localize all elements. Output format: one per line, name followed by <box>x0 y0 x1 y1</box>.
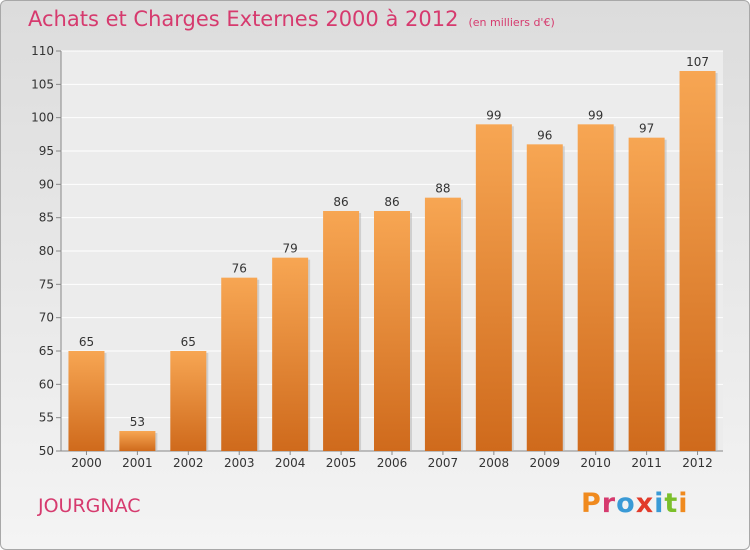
bar-2002 <box>170 351 207 451</box>
value-label: 86 <box>384 195 399 209</box>
bar-2003 <box>221 277 258 451</box>
bar-2006 <box>374 211 410 451</box>
logo-letter: t <box>664 488 679 519</box>
value-label: 99 <box>486 108 501 122</box>
y-tick-label: 80 <box>39 244 54 258</box>
bar-2008 <box>475 124 512 451</box>
bar-2005 <box>323 211 360 451</box>
x-tick-label: 2007 <box>428 456 459 470</box>
x-tick-label: 2012 <box>682 456 713 470</box>
x-tick-label: 2006 <box>377 456 408 470</box>
value-label: 107 <box>686 55 709 69</box>
logo-letter: r <box>601 488 617 519</box>
y-tick-label: 70 <box>39 311 54 325</box>
y-tick-label: 50 <box>39 444 54 458</box>
y-tick-label: 105 <box>31 77 54 91</box>
bar-2011 <box>628 137 665 451</box>
x-tick-label: 2010 <box>580 456 611 470</box>
chart-title-main: Achats et Charges Externes 2000 à 2012 <box>28 7 459 31</box>
y-tick-label: 85 <box>39 211 54 225</box>
value-label: 76 <box>232 262 247 276</box>
chart-title: Achats et Charges Externes 2000 à 2012 (e… <box>28 7 555 31</box>
logo-letter: x <box>635 488 655 519</box>
logo-letter: i <box>654 488 665 519</box>
proxiti-logo: Proxiti <box>581 488 689 519</box>
logo-letter: P <box>581 488 602 519</box>
x-tick-label: 2001 <box>122 456 153 470</box>
bar-2010 <box>577 124 614 451</box>
value-label: 53 <box>130 415 145 429</box>
x-tick-label: 2004 <box>275 456 306 470</box>
value-label: 96 <box>537 128 552 142</box>
x-tick-label: 2002 <box>173 456 204 470</box>
value-label: 65 <box>181 335 196 349</box>
logo-letter: i <box>678 488 689 519</box>
value-label: 99 <box>588 108 603 122</box>
y-tick-label: 100 <box>31 111 54 125</box>
x-tick-label: 2000 <box>71 456 102 470</box>
bar-2009 <box>526 144 563 452</box>
x-tick-label: 2009 <box>529 456 560 470</box>
logo-letter: o <box>616 488 636 519</box>
value-label: 97 <box>639 122 654 136</box>
x-tick-label: 2008 <box>479 456 510 470</box>
value-label: 86 <box>333 195 348 209</box>
chart-title-unit: (en milliers d'€) <box>468 16 555 29</box>
x-tick-label: 2005 <box>326 456 357 470</box>
y-tick-label: 60 <box>39 377 54 391</box>
y-tick-label: 55 <box>39 411 54 425</box>
value-label: 65 <box>79 335 94 349</box>
x-tick-label: 2011 <box>631 456 662 470</box>
y-tick-label: 110 <box>31 44 54 58</box>
y-tick-label: 90 <box>39 177 54 191</box>
bar-2007 <box>424 197 461 451</box>
y-tick-label: 95 <box>39 144 54 158</box>
bar-2004 <box>272 257 309 451</box>
x-tick-label: 2003 <box>224 456 255 470</box>
y-tick-label: 75 <box>39 277 54 291</box>
value-label: 88 <box>435 182 450 196</box>
value-label: 79 <box>283 242 298 256</box>
bar-2012 <box>679 71 716 451</box>
bar-2001 <box>119 431 156 451</box>
y-tick-label: 65 <box>39 344 54 358</box>
commune-name: JOURGNAC <box>38 495 141 517</box>
bar-2000 <box>68 351 105 451</box>
